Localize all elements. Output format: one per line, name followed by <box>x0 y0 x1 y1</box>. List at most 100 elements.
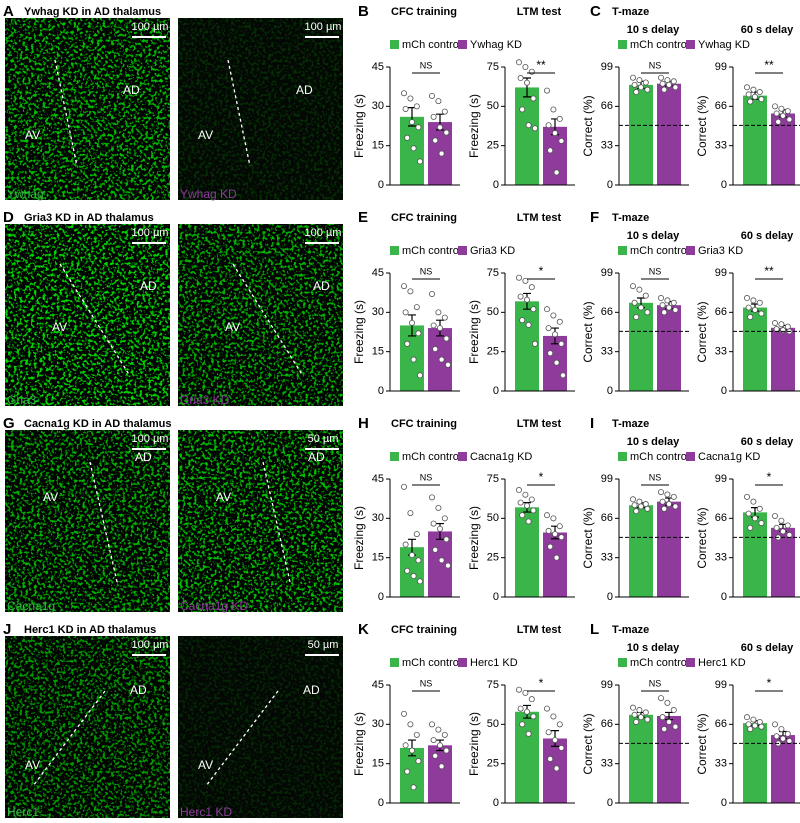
data-point <box>638 714 645 721</box>
y-tick-label: 33 <box>715 346 727 358</box>
data-point <box>758 96 765 103</box>
region-label: AD <box>140 279 157 293</box>
y-axis-label: Correct (%) <box>581 95 595 156</box>
y-tick-label: 0 <box>607 385 613 397</box>
boundary-line <box>205 690 279 787</box>
data-point <box>545 122 552 129</box>
y-axis-label: Freezing (s) <box>352 506 366 570</box>
y-axis-label: Correct (%) <box>581 713 595 774</box>
data-point <box>441 314 448 321</box>
scale-label: 100 µm <box>132 227 169 239</box>
data-point <box>428 721 435 728</box>
error-bar <box>637 297 645 309</box>
significance-label: * <box>539 264 544 278</box>
region-label: AD <box>130 683 147 697</box>
data-point <box>744 84 751 91</box>
data-point <box>556 721 563 728</box>
y-axis-label: Correct (%) <box>695 95 709 156</box>
data-point <box>436 742 443 749</box>
legend-swatch <box>686 246 695 255</box>
data-point <box>413 103 420 110</box>
y-tick-label: 0 <box>607 179 613 191</box>
data-point <box>670 493 677 500</box>
data-point <box>408 119 415 126</box>
legend-label: Ywhag KD <box>470 39 522 51</box>
y-tick-label: 0 <box>721 385 727 397</box>
y-tick-label: 45 <box>372 473 384 485</box>
error-bar <box>408 107 416 127</box>
tmaze-title: T-maze <box>612 418 649 430</box>
data-point <box>773 110 780 117</box>
significance-label: NS <box>649 60 662 70</box>
data-point <box>672 723 679 730</box>
legend-swatch <box>390 246 399 255</box>
data-point <box>664 297 671 304</box>
data-point <box>558 137 565 144</box>
scale-label: 100 µm <box>132 21 169 33</box>
data-point <box>532 125 539 132</box>
data-point <box>658 74 665 81</box>
data-point <box>642 709 649 716</box>
data-point <box>516 274 523 281</box>
row-title: Herc1 KD in AD thalamus <box>24 624 156 636</box>
data-point <box>644 505 651 512</box>
panel-letter: J <box>3 621 11 638</box>
data-point <box>558 534 565 541</box>
data-point <box>659 302 666 309</box>
legend-swatch <box>390 452 399 461</box>
data-point <box>784 730 791 737</box>
significance-label: NS <box>420 266 433 276</box>
error-bar <box>408 739 416 757</box>
data-point <box>410 145 417 152</box>
y-axis-label: Correct (%) <box>695 507 709 568</box>
chart-title: CFC training <box>391 624 457 636</box>
data-point <box>550 106 557 113</box>
data-point <box>438 356 445 363</box>
data-point <box>778 517 785 524</box>
data-point <box>522 689 529 696</box>
data-point <box>528 496 535 503</box>
data-point <box>430 520 437 527</box>
boundary-line <box>262 461 291 583</box>
data-point <box>435 98 442 105</box>
y-tick-label: 15 <box>372 140 384 152</box>
data-point <box>556 523 563 530</box>
y-tick-label: 0 <box>378 385 384 397</box>
data-point <box>400 90 407 97</box>
bar <box>771 327 795 391</box>
bar <box>657 83 681 185</box>
data-point <box>664 491 671 498</box>
data-point <box>413 304 420 311</box>
y-tick-label: 0 <box>378 179 384 191</box>
data-point <box>780 327 787 334</box>
data-point <box>560 372 567 379</box>
region-label: AV <box>198 758 213 772</box>
data-point <box>780 735 787 742</box>
data-point <box>415 758 422 765</box>
data-point <box>633 508 640 515</box>
bar <box>657 305 681 391</box>
y-tick-label: 0 <box>493 385 499 397</box>
bar <box>657 715 681 803</box>
data-point <box>544 87 551 94</box>
chart-title: 10 s delay <box>627 24 680 36</box>
data-point <box>530 306 537 313</box>
data-point <box>430 322 437 329</box>
bar <box>400 747 424 803</box>
data-point <box>638 84 645 91</box>
y-tick-label: 99 <box>601 679 613 691</box>
error-bar <box>436 113 444 131</box>
error-bar <box>665 497 673 506</box>
error-bar <box>751 303 759 312</box>
data-point <box>547 543 554 550</box>
data-point <box>747 314 754 321</box>
legend-label: mCh control <box>630 657 689 669</box>
y-tick-label: 75 <box>487 679 499 691</box>
data-point <box>428 290 435 297</box>
data-point <box>436 124 443 131</box>
data-point <box>413 531 420 538</box>
legend-label: mCh control <box>630 39 689 51</box>
data-point <box>747 524 754 531</box>
data-point <box>558 340 565 347</box>
bar <box>743 307 767 391</box>
